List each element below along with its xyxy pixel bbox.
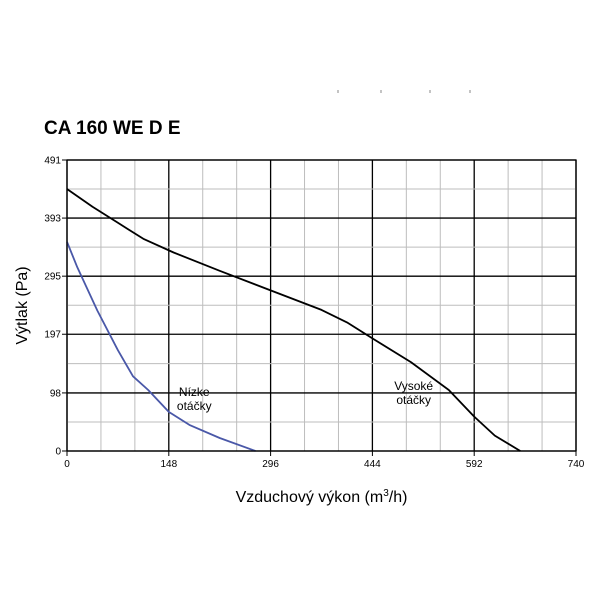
- x-tick-label: 0: [64, 459, 70, 470]
- curve-annotation-line: otáčky: [177, 399, 212, 413]
- x-tick-label: 296: [262, 459, 279, 470]
- x-tick-label: 148: [160, 459, 177, 470]
- curve-annotation-line: Nízke: [179, 385, 210, 399]
- y-tick-label: 393: [44, 214, 61, 225]
- x-axis-label: Vzduchový výkon (m3/h): [236, 488, 408, 506]
- curve-annotation: Vysoké otáčky: [394, 379, 433, 407]
- curve-annotation: Nízke otáčky: [177, 385, 212, 413]
- x-tick-label: 740: [568, 459, 585, 470]
- y-tick-label: 295: [44, 272, 61, 283]
- series-line-1: [66, 188, 521, 452]
- grid: [66, 159, 577, 452]
- plot-frame: [66, 159, 577, 452]
- x-axis-label-main: Vzduchový výkon (m: [236, 489, 384, 506]
- y-tick-label: 0: [55, 447, 61, 458]
- curve-annotation-line: otáčky: [396, 393, 431, 407]
- x-axis-label-sup: 3: [383, 488, 389, 499]
- x-axis-label-tail: /h): [389, 489, 408, 506]
- series: [66, 188, 521, 452]
- y-tick-label: 98: [50, 388, 62, 399]
- x-tick-label: 444: [364, 459, 381, 470]
- y-ticks: 0 98 197 295 393 491: [44, 156, 67, 458]
- series-line-2: [66, 241, 256, 452]
- x-ticks: 0 148 296 444 592 740: [64, 451, 585, 470]
- y-tick-label: 491: [44, 156, 61, 167]
- curve-annotation-line: Vysoké: [394, 379, 433, 393]
- stray-marks: [337, 90, 471, 93]
- y-axis-label: Výtlak (Pa): [14, 266, 31, 344]
- y-tick-label: 197: [44, 330, 61, 341]
- x-tick-label: 592: [466, 459, 483, 470]
- chart-title: CA 160 WE D E: [44, 118, 181, 139]
